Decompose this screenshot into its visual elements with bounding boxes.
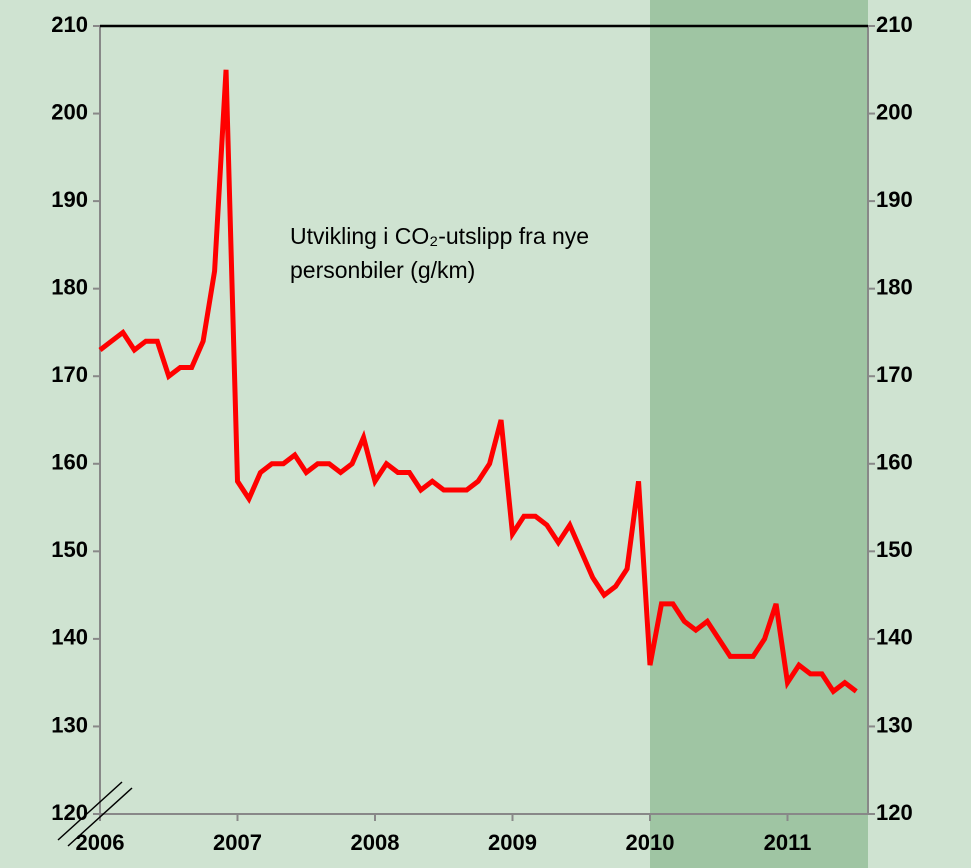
x-tick-label: 2008 — [351, 830, 400, 855]
y2-tick-label: 140 — [876, 625, 913, 650]
y-tick-label: 120 — [51, 800, 88, 825]
y2-tick-label: 170 — [876, 362, 913, 387]
y2-tick-label: 200 — [876, 99, 913, 124]
y2-tick-label: 150 — [876, 537, 913, 562]
y-tick-label: 170 — [51, 362, 88, 387]
axis-break — [57, 781, 123, 841]
y2-tick-label: 160 — [876, 450, 913, 475]
y-tick-label: 160 — [51, 450, 88, 475]
y2-tick-label: 180 — [876, 274, 913, 299]
axis-break — [67, 787, 133, 847]
x-tick-label: 2006 — [76, 830, 125, 855]
y-tick-label: 150 — [51, 537, 88, 562]
y2-tick-label: 190 — [876, 187, 913, 212]
x-tick-label: 2011 — [764, 830, 812, 855]
x-tick-label: 2010 — [626, 830, 675, 855]
y-tick-label: 130 — [51, 712, 88, 737]
shaded-region — [650, 0, 868, 868]
y-tick-label: 210 — [51, 12, 88, 37]
y-tick-label: 200 — [51, 99, 88, 124]
plot: 120 130 140 150 160 170 180 190 200 210 120 130 140 1… — [51, 0, 913, 868]
x-tick-label: 2007 — [213, 830, 262, 855]
annotation: Utvikling i CO₂-utslipp fra nye — [290, 223, 589, 249]
line-series — [98, 69, 858, 696]
y-tick-label: 190 — [51, 187, 88, 212]
y-tick-label: 140 — [51, 625, 88, 650]
y2-tick-label: 210 — [876, 12, 913, 37]
x-tick-label: 2009 — [488, 830, 537, 855]
y2-tick-label: 120 — [876, 800, 913, 825]
y2-tick-label: 130 — [876, 712, 913, 737]
y-tick-label: 180 — [51, 274, 88, 299]
annotation: personbiler (g/km) — [290, 257, 475, 283]
